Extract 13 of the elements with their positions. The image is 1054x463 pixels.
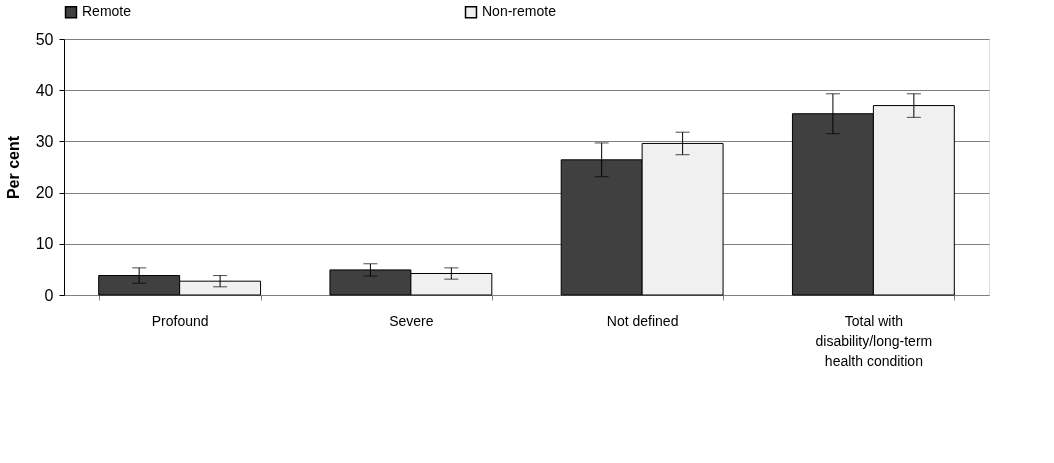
y-tick-label: 10 xyxy=(35,235,54,253)
x-tick-label: Profound xyxy=(151,312,209,329)
x-tick-label: Total with disability/long-term health condition xyxy=(815,312,933,369)
y-tick-label: 30 xyxy=(35,132,54,150)
y-tick-label: 20 xyxy=(35,184,54,202)
legend-label: Non-remote xyxy=(482,3,557,20)
x-tick-label: Not defined xyxy=(606,312,679,329)
y-tick-label: 40 xyxy=(35,81,54,99)
y-tick-label: 50 xyxy=(35,30,54,48)
y-axis-title: Per cent xyxy=(4,135,22,200)
legend-label: Remote xyxy=(82,3,132,20)
x-tick-label: Severe xyxy=(389,312,434,329)
y-tick-label: 0 xyxy=(44,286,54,304)
